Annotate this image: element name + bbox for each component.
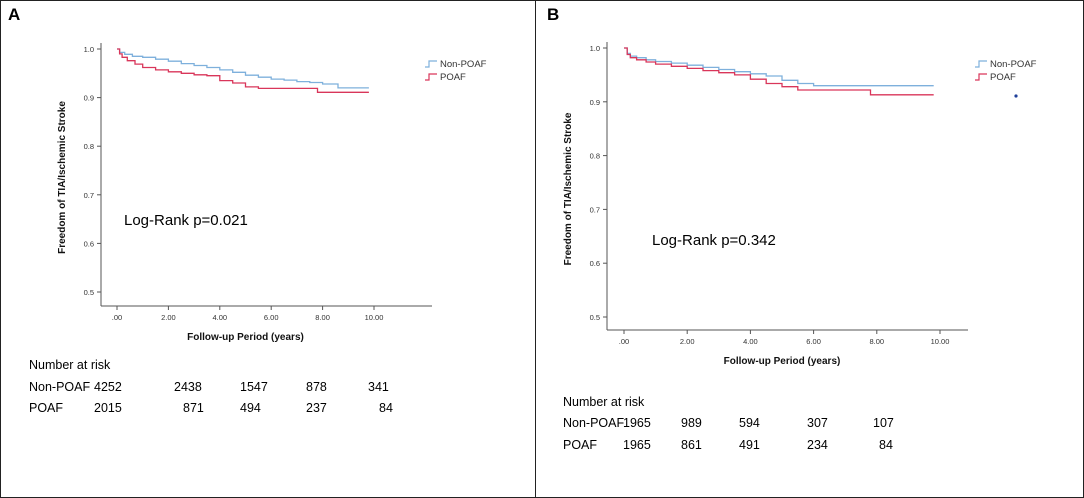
panel-a-logrank-text: Log-Rank p=0.021 (124, 212, 248, 229)
legend-label: POAF (440, 72, 466, 83)
risk-row-label: POAF (563, 438, 598, 452)
y-tick-label: 0.6 (590, 259, 600, 268)
x-tick-label: 6.00 (264, 313, 279, 322)
x-tick-label: 10.00 (365, 313, 384, 322)
legend-label: Non-POAF (440, 59, 487, 70)
risk-row-label: POAF (29, 401, 64, 415)
x-tick-label: 10.00 (931, 337, 950, 346)
y-tick-label: 0.7 (84, 191, 94, 200)
km-curve-non-poaf (117, 48, 369, 89)
legend-item-non-poaf: Non-POAF (425, 59, 487, 70)
y-tick-label: 0.7 (590, 205, 600, 214)
x-tick-label: 4.00 (212, 313, 227, 322)
risk-value: 1965 (623, 438, 651, 452)
y-tick-label: 0.5 (590, 313, 600, 322)
km-curve-poaf (624, 47, 934, 96)
risk-value: 341 (368, 380, 389, 394)
risk-value: 878 (306, 380, 327, 394)
risk-value: 1965 (623, 416, 651, 430)
risk-value: 494 (240, 401, 261, 415)
x-axis-title: Follow-up Period (years) (187, 332, 304, 343)
risk-value: 594 (739, 416, 760, 430)
y-tick-label: 0.9 (590, 98, 600, 107)
x-axis-title: Follow-up Period (years) (724, 356, 841, 367)
panel-b-logrank-text: Log-Rank p=0.342 (652, 232, 776, 249)
y-tick-label: 0.9 (84, 94, 94, 103)
panel-b: B 0.5 0.6 0.7 0.8 0.9 1.0 .00 2.00 4.00 6.00 8.00 1… (536, 0, 1084, 498)
legend-label: Non-POAF (990, 59, 1037, 70)
panel-a-risk-table: Non-POAF 4252 2438 1547 878 341 POAF 201… (29, 380, 509, 420)
legend-item-non-poaf: Non-POAF (975, 59, 1037, 70)
x-tick-label: 4.00 (743, 337, 758, 346)
panel-a: A 0.5 0.6 0.7 0.8 0.9 1.0 .00 2.00 4.00 6.00 8.00 1… (0, 0, 535, 498)
risk-value: 237 (306, 401, 327, 415)
legend-item-poaf: POAF (425, 72, 466, 83)
panel-a-letter: A (8, 5, 21, 24)
x-tick-label: 2.00 (680, 337, 695, 346)
panel-b-letter: B (547, 5, 560, 24)
y-tick-label: 0.6 (84, 239, 94, 248)
risk-value: 107 (873, 416, 894, 430)
risk-value: 2015 (94, 401, 122, 415)
risk-row-label: Non-POAF (29, 380, 91, 394)
legend-swatch (975, 60, 987, 68)
y-tick-label: 0.8 (84, 142, 94, 151)
y-tick-label: 0.8 (590, 152, 600, 161)
risk-value: 1547 (240, 380, 268, 394)
x-tick-label: 8.00 (315, 313, 330, 322)
risk-value: 84 (879, 438, 893, 452)
legend-item-poaf: POAF (975, 72, 1016, 83)
legend-swatch (975, 73, 987, 81)
y-tick-label: 1.0 (590, 44, 600, 53)
risk-value: 234 (807, 438, 828, 452)
y-tick-label: 1.0 (84, 45, 94, 54)
x-tick-label: .00 (619, 337, 629, 346)
x-tick-label: 2.00 (161, 313, 176, 322)
km-curve-poaf (117, 48, 369, 93)
panel-a-km-plot: 0.5 0.6 0.7 0.8 0.9 1.0 .00 2.00 4.00 6.00 8.00 10.… (57, 43, 487, 343)
legend-swatch (425, 60, 437, 68)
risk-value: 871 (183, 401, 204, 415)
panel-b-risk-title: Number at risk (563, 395, 645, 409)
legend-label: POAF (990, 72, 1016, 83)
panel-b-km-plot: 0.5 0.6 0.7 0.8 0.9 1.0 .00 2.00 4.00 6.00 8.00 10.… (563, 42, 1037, 367)
y-axis-title: Freedom of TIA/Ischemic Stroke (57, 101, 68, 254)
legend-swatch (425, 73, 437, 81)
y-axis-title: Freedom of TIA/Ischemic Stroke (563, 112, 574, 265)
risk-value: 2438 (174, 380, 202, 394)
risk-value: 861 (681, 438, 702, 452)
panel-divider (535, 0, 536, 498)
km-curve-non-poaf (624, 47, 934, 87)
y-tick-label: 0.5 (84, 288, 94, 297)
risk-row-label: Non-POAF (563, 416, 625, 430)
risk-value: 307 (807, 416, 828, 430)
stray-dot-marker (1014, 94, 1018, 98)
x-tick-label: 6.00 (806, 337, 821, 346)
panel-b-risk-table: Non-POAF 1965 989 594 307 107 POAF 1965 … (563, 416, 1043, 456)
x-tick-label: 8.00 (869, 337, 884, 346)
risk-value: 4252 (94, 380, 122, 394)
panel-a-risk-title: Number at risk (29, 358, 111, 372)
x-tick-label: .00 (112, 313, 122, 322)
risk-value: 989 (681, 416, 702, 430)
risk-value: 491 (739, 438, 760, 452)
risk-value: 84 (379, 401, 393, 415)
